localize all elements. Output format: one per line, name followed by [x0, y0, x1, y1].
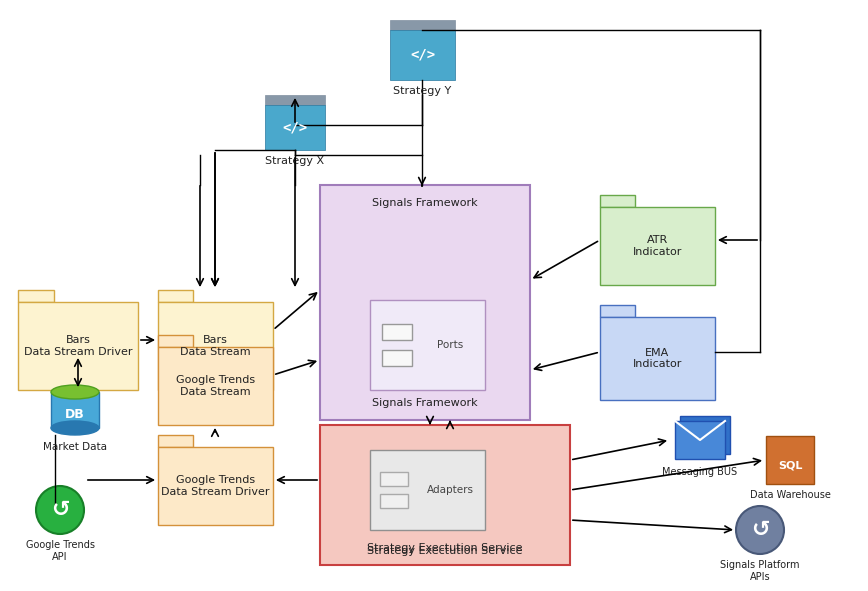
- Text: Google Trends
Data Stream: Google Trends Data Stream: [176, 375, 255, 397]
- Bar: [382, 324, 412, 340]
- Bar: [600, 207, 715, 285]
- Text: Strategy X: Strategy X: [266, 156, 325, 166]
- Text: Signals Platform
APIs: Signals Platform APIs: [720, 560, 799, 582]
- Text: Strategy Y: Strategy Y: [393, 86, 451, 96]
- Bar: [382, 350, 412, 366]
- Text: DB: DB: [65, 408, 85, 421]
- Text: Market Data: Market Data: [43, 442, 107, 452]
- Text: Bars
Data Stream: Bars Data Stream: [181, 335, 251, 357]
- Text: Bars
Data Stream Driver: Bars Data Stream Driver: [23, 335, 132, 357]
- Bar: [158, 335, 193, 347]
- Text: Signals Framework: Signals Framework: [372, 398, 477, 408]
- Bar: [390, 30, 455, 80]
- Text: Ports: Ports: [437, 340, 464, 350]
- Text: Strategy Exectution Service: Strategy Exectution Service: [367, 546, 523, 556]
- Text: SQL: SQL: [778, 461, 802, 471]
- Bar: [265, 105, 325, 150]
- Circle shape: [36, 486, 84, 534]
- Text: Data Warehouse: Data Warehouse: [750, 490, 831, 500]
- Text: Adapters: Adapters: [427, 485, 474, 495]
- Bar: [265, 95, 325, 105]
- Bar: [18, 302, 138, 390]
- Text: ↺: ↺: [751, 520, 769, 540]
- Text: </>: </>: [410, 48, 435, 62]
- Text: EMA
Indicator: EMA Indicator: [633, 348, 682, 369]
- Bar: [158, 435, 193, 447]
- Text: Strategy Exectution Service: Strategy Exectution Service: [367, 543, 523, 553]
- Bar: [370, 450, 485, 530]
- Text: </>: </>: [282, 121, 307, 135]
- Bar: [18, 290, 54, 302]
- Bar: [158, 447, 273, 525]
- Bar: [600, 317, 715, 400]
- Text: Google Trends
Data Stream Driver: Google Trends Data Stream Driver: [161, 475, 270, 497]
- Bar: [370, 300, 485, 390]
- Ellipse shape: [51, 421, 99, 435]
- Bar: [158, 347, 273, 425]
- Bar: [380, 472, 408, 486]
- Circle shape: [736, 506, 784, 554]
- Bar: [680, 416, 730, 454]
- Bar: [158, 302, 273, 390]
- Bar: [390, 20, 455, 30]
- Text: ATR
Indicator: ATR Indicator: [633, 235, 682, 257]
- Bar: [380, 494, 408, 508]
- Text: Google Trends
API: Google Trends API: [25, 540, 95, 561]
- Bar: [600, 195, 635, 207]
- Bar: [51, 392, 99, 428]
- Text: ↺: ↺: [50, 500, 69, 520]
- Bar: [675, 421, 725, 459]
- Bar: [158, 290, 193, 302]
- Text: Signals Framework: Signals Framework: [372, 198, 477, 208]
- Bar: [600, 305, 635, 317]
- Bar: [320, 425, 570, 565]
- Bar: [766, 436, 814, 484]
- Bar: [320, 185, 530, 420]
- Text: Messaging BUS: Messaging BUS: [662, 467, 738, 477]
- Ellipse shape: [51, 385, 99, 399]
